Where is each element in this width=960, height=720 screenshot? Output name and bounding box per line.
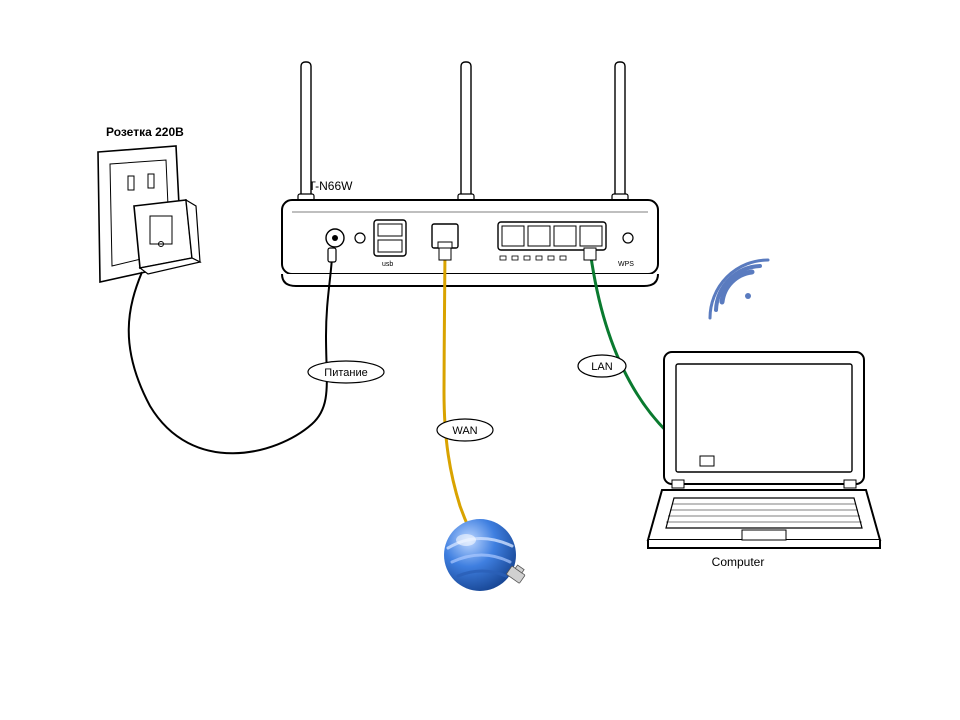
connection-diagram: Розетка 220В RT-N66W (0, 0, 960, 720)
antenna-icon (458, 62, 474, 206)
lan-ports-icon (498, 222, 606, 250)
router-icon: RT-N66W usb (282, 62, 658, 286)
wifi-waves-icon (710, 260, 768, 318)
wall-outlet-icon: Розетка 220В (98, 125, 200, 282)
power-cable (129, 258, 332, 453)
reset-button-icon (355, 233, 365, 243)
laptop-icon: Computer (648, 352, 880, 569)
antenna-icon (612, 62, 628, 206)
wan-label-pill: WAN (437, 419, 493, 441)
outlet-label: Розетка 220В (106, 125, 184, 139)
antenna-icon (298, 62, 314, 206)
wan-cable (444, 250, 478, 548)
power-adapter-icon (134, 200, 200, 274)
svg-text:WAN: WAN (452, 425, 477, 437)
wps-label: WPS (618, 261, 634, 268)
computer-label: Computer (712, 555, 765, 569)
wan-port-icon (432, 224, 458, 248)
lan-label-pill: LAN (578, 355, 626, 377)
svg-text:Питание: Питание (324, 367, 367, 379)
usb-label: usb (382, 261, 393, 268)
globe-icon (444, 519, 527, 591)
svg-text:LAN: LAN (591, 361, 612, 373)
power-label-pill: Питание (308, 361, 384, 383)
wps-button-icon (623, 233, 633, 243)
